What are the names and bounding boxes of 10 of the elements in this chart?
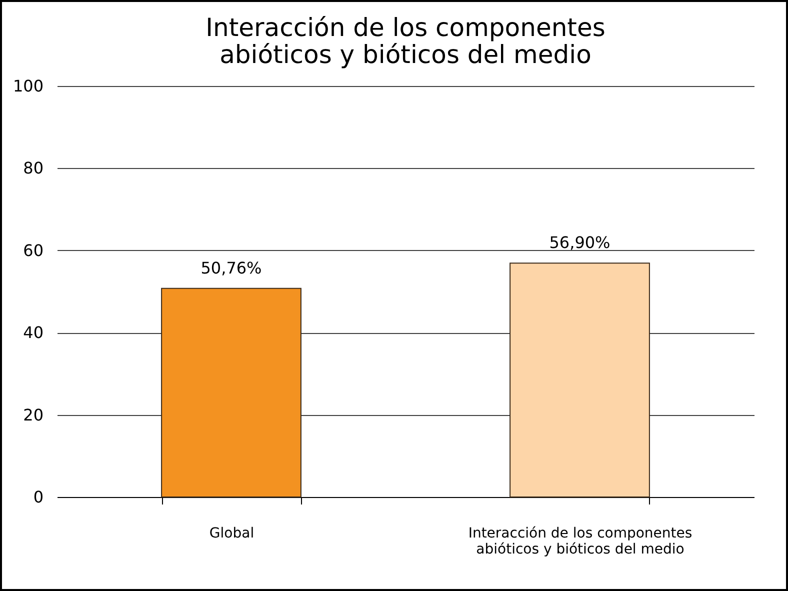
x-tick-label: Global (209, 526, 254, 542)
y-tick-label: 60 (23, 240, 44, 260)
y-tick-label: 40 (23, 323, 44, 342)
data-label: 50,76% (200, 258, 262, 278)
y-tick-label: 20 (23, 405, 44, 424)
data-label: 56,90% (549, 233, 610, 252)
y-tick-label: 80 (23, 158, 44, 178)
y-tick-label: 0 (33, 488, 44, 506)
y-tick-label: 100 (12, 76, 44, 96)
chart-title: Interacción de los componentes abióticos y bióticos del medio (206, 13, 606, 69)
